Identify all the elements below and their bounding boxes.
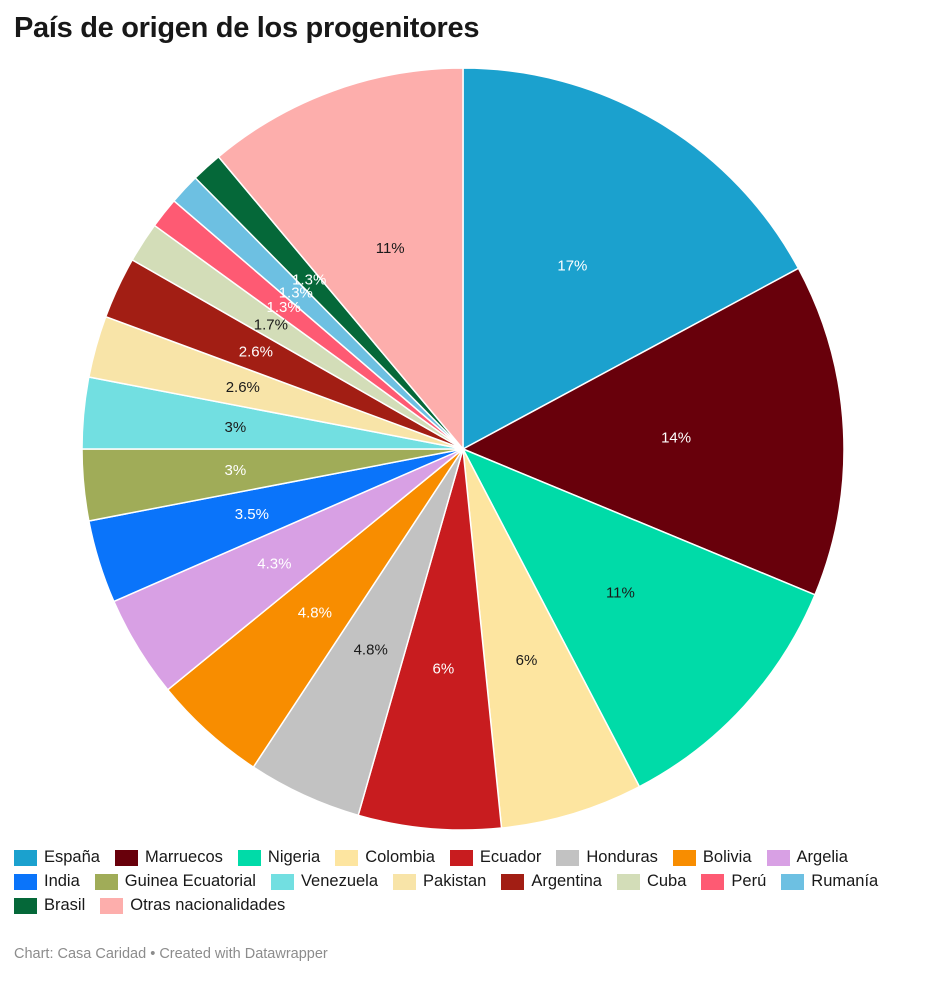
legend-item-guinea-ecuatorial: Guinea Ecuatorial (94, 870, 256, 893)
pie-chart: 17% 14% 11% 6% 6% 4.8% 4.8% 4.3% 3.5% 3% 3% 2.6% 2.6… (81, 67, 845, 831)
legend-swatch (270, 873, 294, 890)
legend-item-otras-nacionalidades: Otras nacionalidades (100, 894, 285, 917)
slice-label-nigeria: 11% (606, 585, 635, 602)
legend-swatch (335, 849, 359, 866)
legend-item-venezuela: Venezuela (270, 870, 379, 893)
slice-label-argelia: 4.3% (257, 556, 291, 573)
legend-swatch (114, 849, 138, 866)
legend-swatch (237, 849, 261, 866)
legend-label: Rumanía (811, 872, 879, 890)
slice-label-otras-nacionalidades: 11% (376, 240, 405, 257)
legend-label: Nigeria (267, 848, 321, 866)
source-credit: Chart: Casa Caridad (14, 946, 147, 962)
legend-item-india: India (14, 870, 80, 893)
chart-legend: España Marruecos Nigeria Colombia Ecuador Hon… (14, 846, 914, 917)
slice-label-rumania: 1.3% (279, 285, 313, 302)
slice-label-argentina: 2.6% (239, 344, 273, 361)
pie-slice-espana (462, 67, 800, 450)
legend-item-colombia: Colombia (335, 846, 435, 869)
legend-item-brasil: Brasil (14, 894, 85, 917)
chart-title: País de origen de los progenitores (14, 12, 480, 44)
legend-swatch (14, 849, 37, 866)
legend-label: Ecuador (479, 848, 542, 866)
slice-label-guinea-ecuatorial: 3% (225, 462, 247, 479)
legend-label: Marruecos (144, 848, 223, 866)
legend-swatch (14, 873, 37, 890)
legend-item-nigeria: Nigeria (237, 846, 321, 869)
legend-swatch (501, 873, 525, 890)
legend-swatch (672, 849, 696, 866)
legend-item-pakistan: Pakistan (393, 870, 486, 893)
datawrapper-credit: Created with Datawrapper (159, 946, 328, 962)
pie-slice-otras-nacionalidades (217, 67, 464, 450)
legend-item-argelia: Argelia (766, 846, 848, 869)
pie-slice-marruecos (462, 267, 845, 596)
legend-item-rumania: Rumanía (781, 870, 878, 893)
chart-footer: Chart: Casa Caridad • Created with Dataw… (14, 946, 328, 962)
legend-label: Honduras (586, 848, 658, 866)
legend-item-peru: Perú (701, 870, 766, 893)
legend-item-cuba: Cuba (616, 870, 687, 893)
legend-swatch (14, 897, 37, 914)
legend-swatch (449, 849, 473, 866)
legend-item-espana: España (14, 846, 100, 869)
pie-slice-ecuador (357, 448, 503, 831)
slice-label-bolivia: 4.8% (298, 605, 332, 622)
slice-label-cuba: 1.7% (254, 317, 288, 334)
slice-label-venezuela: 3% (225, 419, 247, 436)
legend-label: Brasil (44, 896, 86, 914)
slice-label-india: 3.5% (235, 506, 269, 523)
slice-label-pakistan: 2.6% (226, 379, 260, 396)
footer-separator: • (146, 946, 160, 962)
legend-label: España (44, 848, 100, 866)
slice-label-peru: 1.3% (266, 299, 300, 316)
legend-item-marruecos: Marruecos (114, 846, 223, 869)
legend-label: Colombia (365, 848, 435, 866)
legend-item-ecuador: Ecuador (449, 846, 542, 869)
legend-label: Otras nacionalidades (130, 896, 286, 914)
legend-label: Argelia (796, 848, 848, 866)
slice-label-honduras: 4.8% (354, 641, 388, 658)
legend-label: Pakistan (423, 872, 487, 890)
pie-slice-nigeria (462, 448, 816, 788)
legend-swatch (781, 873, 805, 890)
pie-slice-colombia (462, 448, 641, 829)
legend-swatch (94, 873, 118, 890)
legend-item-bolivia: Bolivia (672, 846, 752, 869)
legend-swatch (393, 873, 417, 890)
legend-swatch (766, 849, 790, 866)
legend-item-argentina: Argentina (501, 870, 602, 893)
legend-label: Bolivia (702, 848, 752, 866)
slice-label-marruecos: 14% (661, 430, 691, 447)
legend-swatch (616, 873, 640, 890)
slice-label-espana: 17% (557, 257, 587, 274)
slice-label-ecuador: 6% (433, 661, 455, 678)
legend-label: Argentina (531, 872, 602, 890)
legend-item-honduras: Honduras (556, 846, 658, 869)
legend-label: Venezuela (300, 872, 379, 890)
legend-label: India (44, 872, 80, 890)
slice-label-brasil: 1.3% (292, 271, 326, 288)
legend-swatch (556, 849, 580, 866)
legend-swatch (701, 873, 725, 890)
legend-label: Guinea Ecuatorial (124, 872, 256, 890)
slice-label-colombia: 6% (516, 652, 538, 669)
legend-label: Perú (731, 872, 767, 890)
legend-label: Cuba (646, 872, 687, 890)
legend-swatch (100, 897, 124, 914)
